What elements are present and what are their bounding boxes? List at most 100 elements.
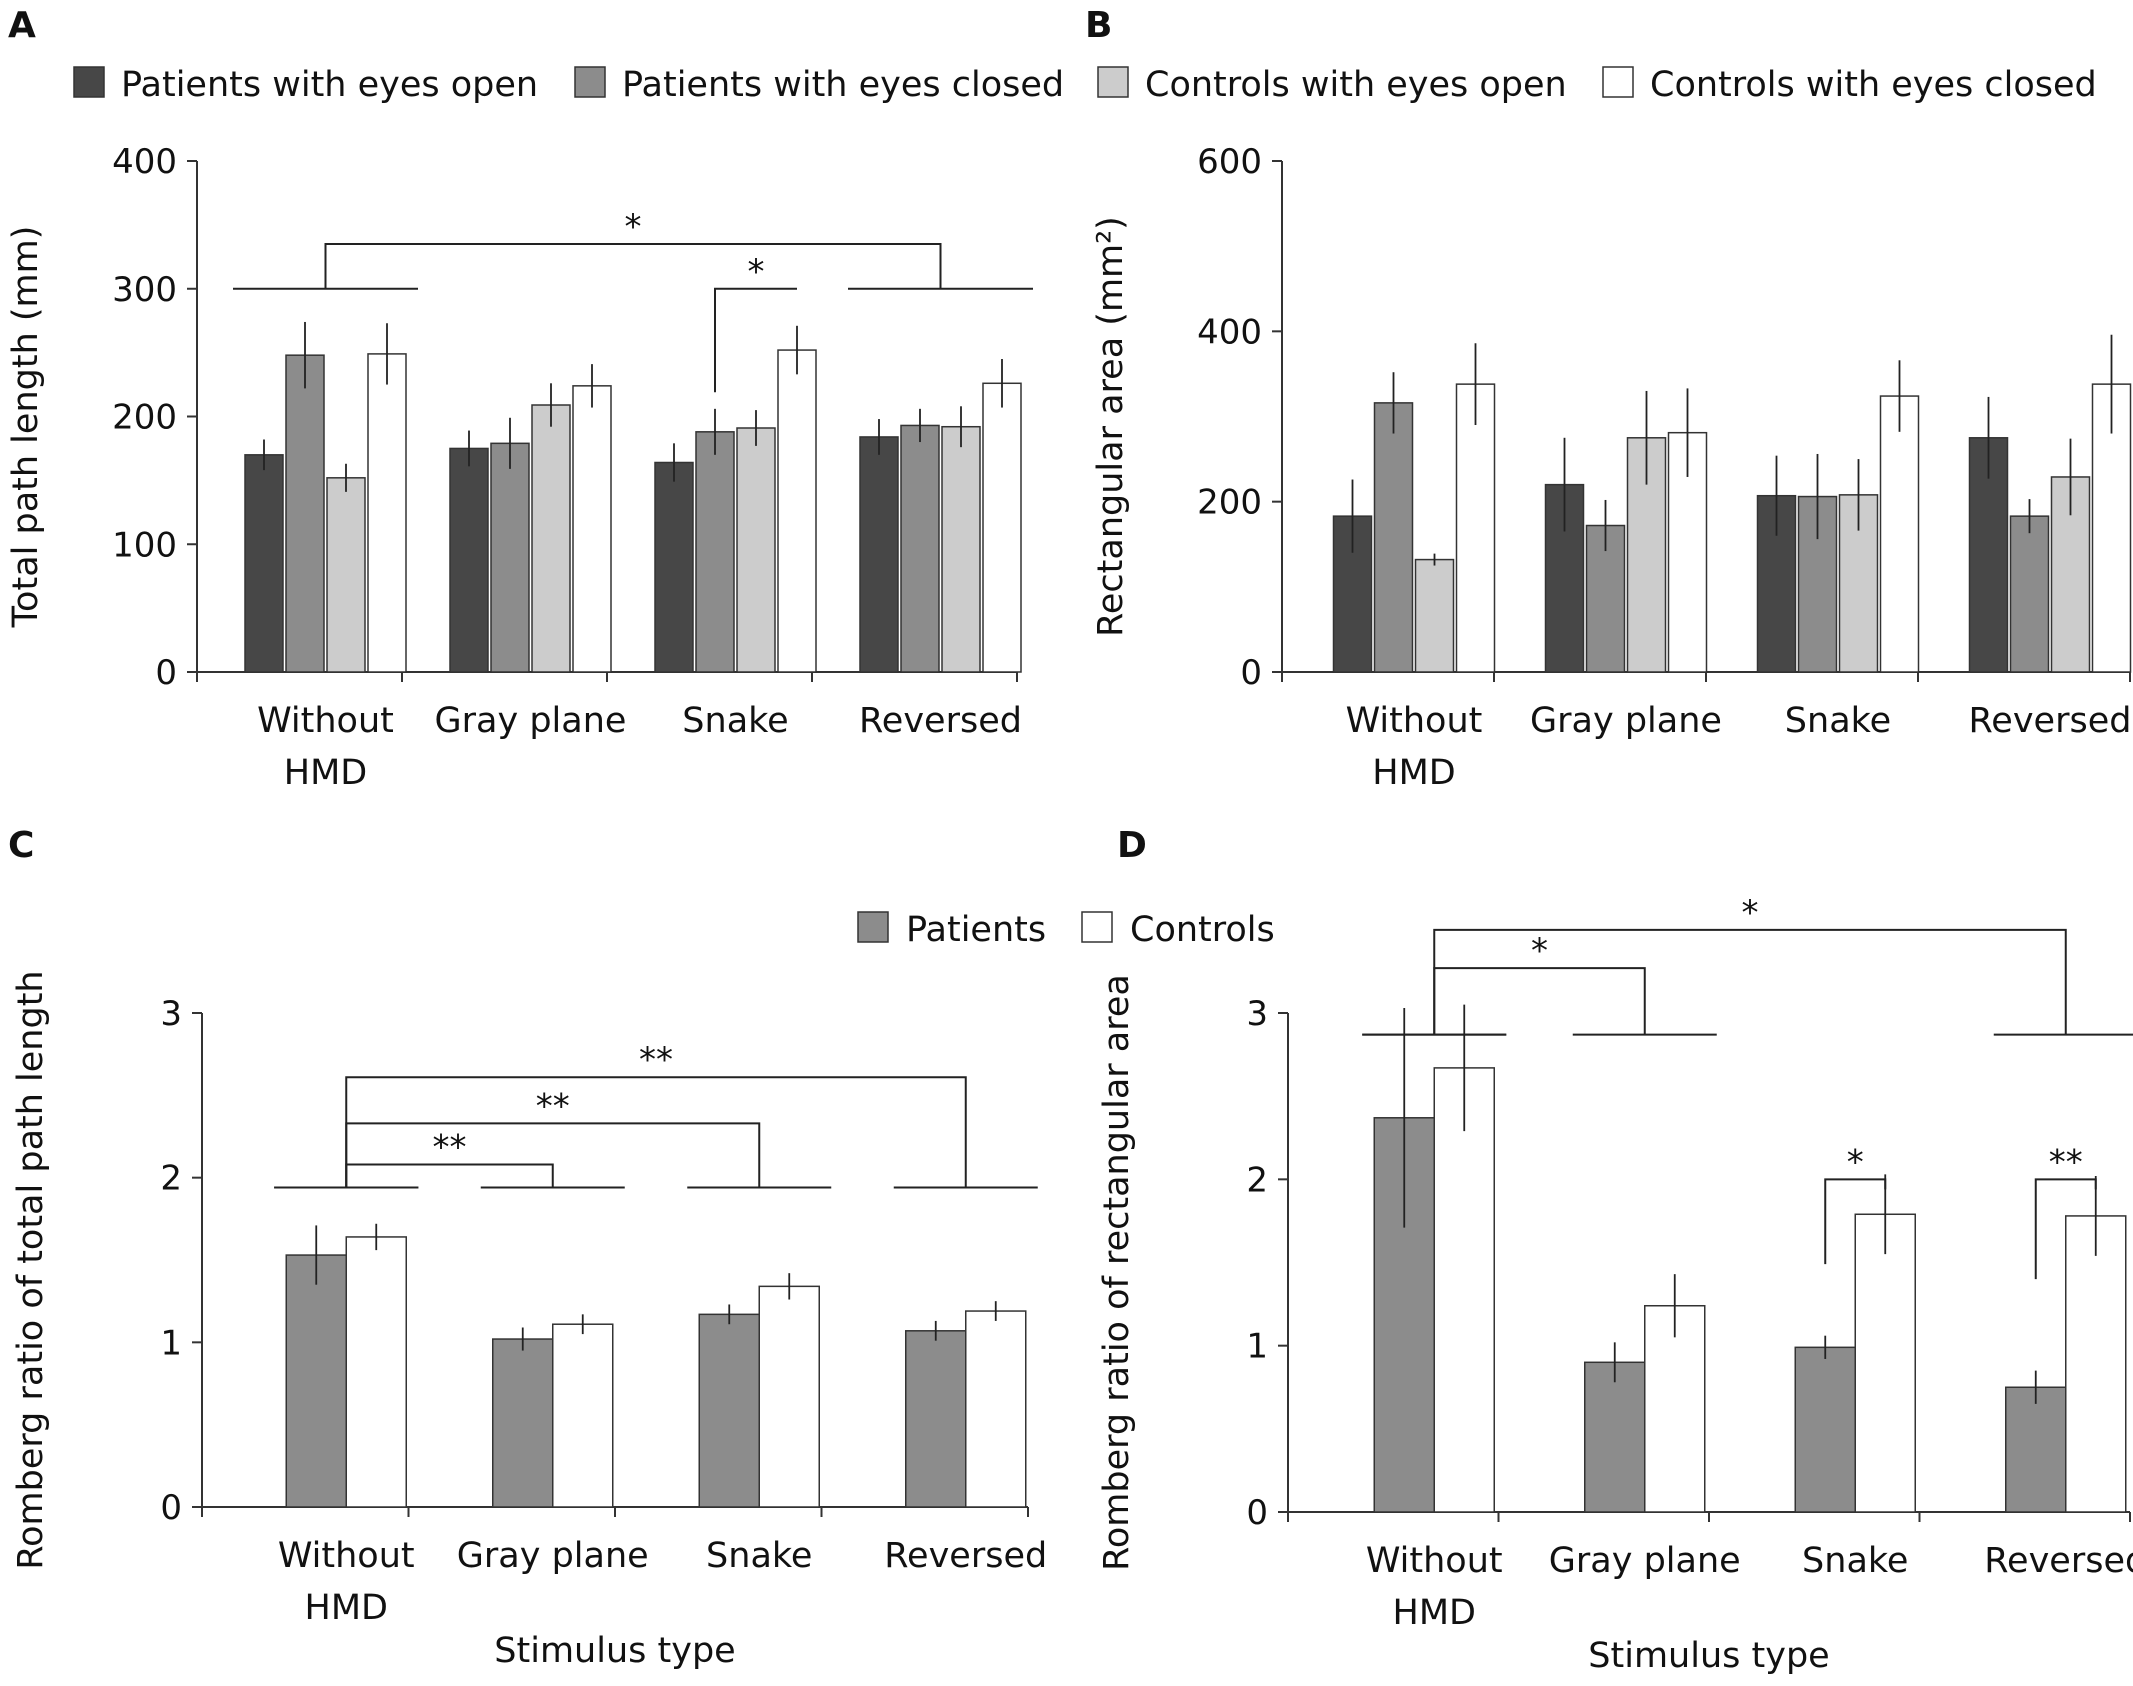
category-label-b-3: Reversed bbox=[1969, 701, 2132, 741]
category-label-b-2: Snake bbox=[1785, 701, 1891, 741]
x-axis-title-d: Stimulus type bbox=[1588, 1636, 1829, 1676]
sig-c-2-label: ** bbox=[433, 1127, 467, 1167]
sig-d-0-bracket bbox=[1433, 928, 2067, 1035]
y-tick-label-c-2: 2 bbox=[160, 1159, 182, 1199]
category-label-a-2: Snake bbox=[682, 701, 788, 741]
bar-a-s2-g2 bbox=[736, 427, 776, 673]
sig-d-3-label: ** bbox=[2049, 1142, 2083, 1182]
bar-b-s2-g0 bbox=[1414, 558, 1455, 673]
category-label-a-0: Without HMD bbox=[257, 701, 394, 793]
bar-a-s2-g1 bbox=[531, 404, 571, 673]
category-label-d-1: Gray plane bbox=[1549, 1541, 1741, 1581]
y-tick-label-b-0: 0 bbox=[1240, 653, 1262, 693]
bar-a-s3-g1 bbox=[572, 385, 612, 673]
panel-letter-b: B bbox=[1085, 5, 1112, 46]
panel-letter-d: D bbox=[1117, 825, 1147, 866]
legend-swatch-patients-open bbox=[73, 66, 105, 98]
sig-c-1-bracket bbox=[345, 1122, 761, 1188]
legend-swatch-controls bbox=[1081, 911, 1113, 943]
legend-top: Patients with eyes open Patients with ey… bbox=[73, 65, 2097, 105]
bar-d-s0-g3 bbox=[2005, 1386, 2067, 1513]
panel-letter-a: A bbox=[8, 5, 36, 46]
category-label-c-1: Gray plane bbox=[457, 1536, 649, 1576]
bar-d-s1-g3 bbox=[2065, 1215, 2127, 1513]
bar-a-s3-g0 bbox=[367, 353, 407, 673]
y-tick-label-a-2: 200 bbox=[112, 398, 177, 438]
category-label-d-2: Snake bbox=[1802, 1541, 1908, 1581]
bar-d-s0-g1 bbox=[1584, 1361, 1646, 1513]
y-tick-label-a-0: 0 bbox=[155, 653, 177, 693]
legend-swatch-controls-open bbox=[1097, 66, 1129, 98]
sig-d-1-label: * bbox=[1531, 931, 1548, 971]
legend-swatch-controls-closed bbox=[1602, 66, 1634, 98]
category-label-a-3: Reversed bbox=[859, 701, 1022, 741]
bar-a-s0-g1 bbox=[449, 447, 489, 673]
bar-a-s1-g0 bbox=[285, 354, 325, 673]
bar-a-s0-g2 bbox=[654, 461, 694, 673]
bar-c-s1-g2 bbox=[758, 1285, 820, 1508]
sig-d-3-bracket bbox=[2034, 1178, 2097, 1280]
legend-label-patients-closed: Patients with eyes closed bbox=[622, 65, 1064, 105]
sig-d-2-bracket bbox=[1824, 1178, 1887, 1265]
y-tick-label-c-1: 1 bbox=[160, 1323, 182, 1363]
y-tick-label-b-3: 600 bbox=[1197, 142, 1262, 182]
sig-c-0-label: ** bbox=[639, 1040, 673, 1080]
y-tick-label-c-3: 3 bbox=[160, 994, 182, 1034]
sig-d-1-bracket bbox=[1433, 967, 1646, 1035]
panel-c: C Romberg ratio of total path length 0 1 2 3 W… bbox=[8, 825, 1047, 1671]
legend-label-controls-closed: Controls with eyes closed bbox=[1650, 65, 2097, 105]
sig-c-1-label: ** bbox=[536, 1086, 570, 1126]
bar-c-s1-g0 bbox=[345, 1236, 407, 1508]
legend-label-patients: Patients bbox=[906, 910, 1046, 950]
category-label-c-2: Snake bbox=[706, 1536, 812, 1576]
bar-c-s1-g1 bbox=[552, 1323, 614, 1508]
sig-d-0-label: * bbox=[1742, 893, 1759, 933]
bar-b-s1-g3 bbox=[2009, 515, 2050, 673]
legend-label-controls: Controls bbox=[1130, 910, 1275, 950]
bar-d-s1-g2 bbox=[1854, 1213, 1916, 1513]
sig-a-0-bracket bbox=[324, 243, 942, 289]
category-label-d-0: Without HMD bbox=[1366, 1541, 1503, 1633]
bar-a-s1-g1 bbox=[490, 442, 530, 673]
category-label-c-3: Reversed bbox=[884, 1536, 1047, 1576]
panel-a: A Total path length (mm) 0 100 200 300 400 With… bbox=[6, 5, 1033, 793]
category-label-d-3: Reversed bbox=[1984, 1541, 2133, 1581]
bar-d-s1-g0 bbox=[1433, 1067, 1495, 1513]
y-tick-label-a-4: 400 bbox=[112, 142, 177, 182]
category-label-a-1: Gray plane bbox=[435, 701, 627, 741]
y-axis-label-b: Rectangular area (mm²) bbox=[1091, 216, 1131, 637]
category-label-c-0: Without HMD bbox=[278, 1536, 415, 1628]
x-axis-title-c: Stimulus type bbox=[494, 1631, 735, 1671]
bar-a-s2-g0 bbox=[326, 477, 366, 673]
sig-a-1-label: * bbox=[748, 252, 765, 292]
y-tick-label-d-1: 1 bbox=[1246, 1327, 1268, 1367]
bar-c-s0-g0 bbox=[285, 1254, 347, 1508]
y-axis-label-c: Romberg ratio of total path length bbox=[11, 970, 51, 1569]
bar-c-s0-g1 bbox=[492, 1338, 554, 1508]
sig-c-2-bracket bbox=[345, 1163, 554, 1188]
y-tick-label-a-3: 300 bbox=[112, 270, 177, 310]
bar-a-s3-g2 bbox=[777, 349, 817, 673]
bar-c-s0-g2 bbox=[698, 1313, 760, 1508]
category-label-b-1: Gray plane bbox=[1530, 701, 1722, 741]
panel-b: B Rectangular area (mm²) 0 200 400 600 Without… bbox=[1085, 5, 2131, 793]
bar-c-s1-g3 bbox=[965, 1310, 1027, 1508]
bar-a-s3-g3 bbox=[982, 382, 1022, 673]
legend-label-patients-open: Patients with eyes open bbox=[121, 65, 538, 105]
bar-a-s2-g3 bbox=[941, 425, 981, 673]
bar-d-s1-g1 bbox=[1644, 1304, 1706, 1513]
bar-a-s0-g0 bbox=[244, 454, 284, 673]
y-tick-label-b-2: 400 bbox=[1197, 312, 1262, 352]
bar-b-s1-g0 bbox=[1373, 402, 1414, 673]
y-tick-label-d-2: 2 bbox=[1246, 1160, 1268, 1200]
bar-d-s0-g2 bbox=[1794, 1346, 1856, 1513]
y-axis-label-a: Total path length (mm) bbox=[6, 226, 46, 629]
bar-c-s0-g3 bbox=[905, 1330, 967, 1508]
bar-a-s0-g3 bbox=[859, 436, 899, 673]
y-axis-label-d: Romberg ratio of rectangular area bbox=[1097, 974, 1137, 1571]
y-tick-label-b-1: 200 bbox=[1197, 483, 1262, 523]
y-tick-label-d-3: 3 bbox=[1246, 994, 1268, 1034]
sig-d-2-label: * bbox=[1847, 1142, 1864, 1182]
category-label-b-0: Without HMD bbox=[1346, 701, 1483, 793]
